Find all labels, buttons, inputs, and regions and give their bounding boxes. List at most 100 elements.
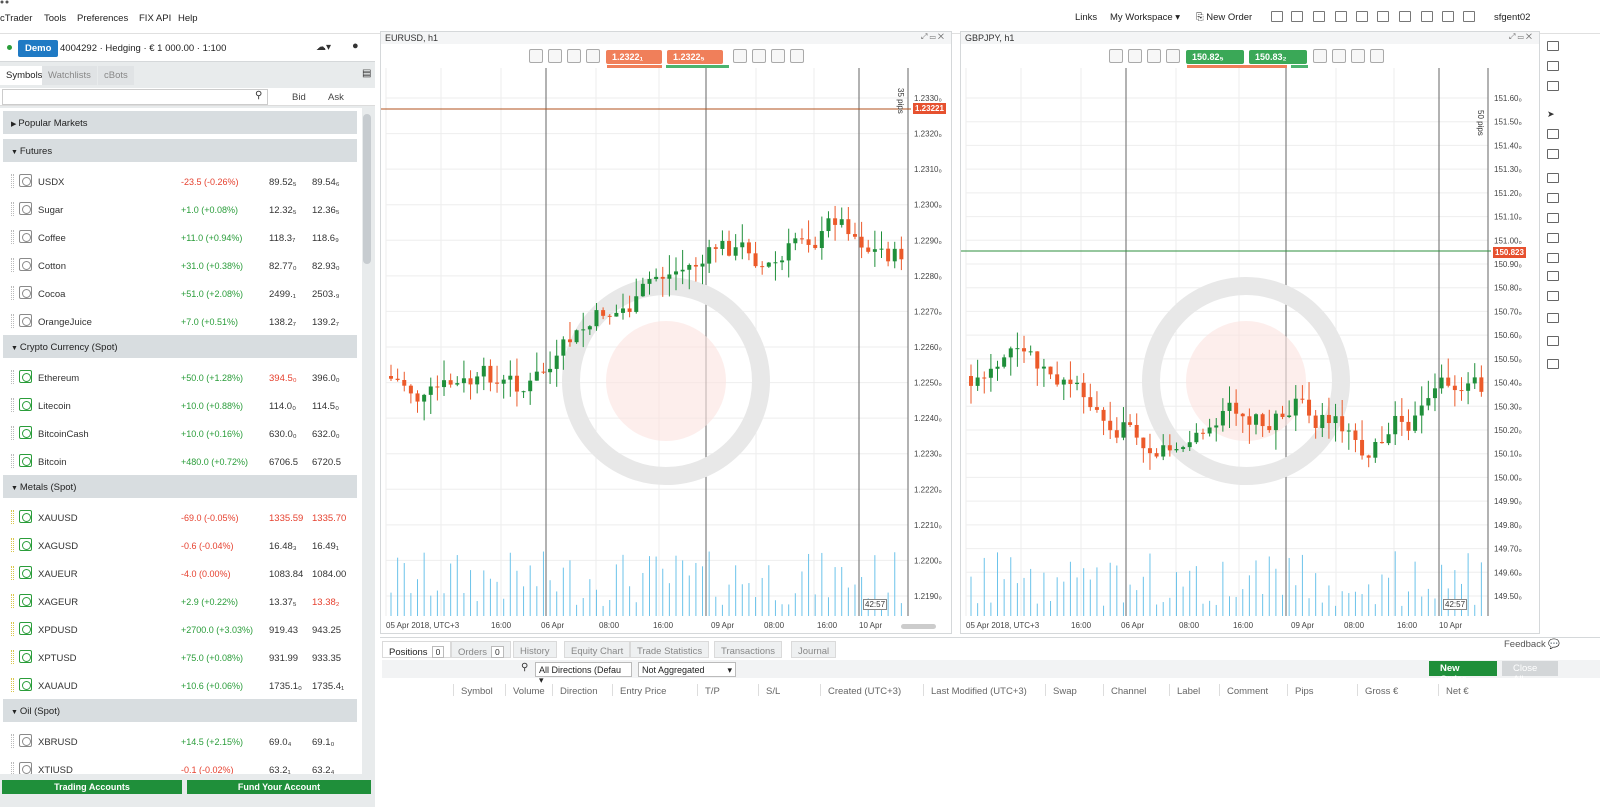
symbol-row[interactable]: XAUEUR -4.0 (0.00%) 1083.84 1084.00: [0, 559, 362, 587]
symbol-bid[interactable]: 2499.₁: [269, 289, 296, 300]
ctrader-icon[interactable]: [1370, 49, 1384, 63]
symbol-row[interactable]: XAUAUD +10.6 (+0.06%) 1735.1₀ 1735.4₁: [0, 671, 362, 699]
aggregation-select[interactable]: Not Aggregated ▾: [638, 662, 736, 677]
drag-handle-icon[interactable]: [11, 650, 14, 664]
tab-equity-chart[interactable]: Equity Chart: [564, 641, 631, 658]
new-order-menu[interactable]: ⎘ New Order: [1196, 12, 1252, 23]
window-controls[interactable]: ⤢ ▭ ✕: [1509, 32, 1533, 41]
sell-price-button[interactable]: 1.2322₁: [606, 50, 662, 64]
symbol-bid[interactable]: 13.37₅: [269, 597, 297, 608]
text-icon[interactable]: [1547, 291, 1559, 301]
menu-fix-api[interactable]: FIX API: [139, 13, 172, 24]
symbol-bid[interactable]: 630.0₀: [269, 429, 297, 440]
menu-preferences[interactable]: Preferences: [77, 13, 129, 24]
group-header[interactable]: ▼ Metals (Spot): [3, 475, 357, 498]
buy-price-button[interactable]: 150.83₂: [1249, 50, 1307, 64]
symbol-row[interactable]: XTIUSD -0.1 (-0.02%) 63.2₁ 63.2₄: [0, 755, 362, 774]
sell-price-button[interactable]: 150.82₅: [1186, 50, 1244, 64]
symbol-ask[interactable]: 933.35: [312, 653, 342, 664]
cursor-icon[interactable]: ➤: [1547, 109, 1555, 119]
zoom-icon[interactable]: [1109, 49, 1123, 63]
symbol-bid[interactable]: 394.5₀: [269, 373, 297, 384]
symbol-ask[interactable]: 1335.70: [312, 513, 347, 524]
user-icon[interactable]: ●: [352, 40, 359, 52]
symbol-row[interactable]: BitcoinCash +10.0 (+0.16%) 630.0₀ 632.0₀: [0, 419, 362, 447]
symbol-ask[interactable]: 632.0₀: [312, 429, 340, 440]
chart-hscroll[interactable]: [901, 624, 936, 629]
drag-handle-icon[interactable]: [11, 454, 14, 468]
sentiment-icon[interactable]: [771, 49, 785, 63]
bell-icon[interactable]: [1547, 359, 1559, 369]
symbol-ask[interactable]: 16.49₁: [312, 541, 339, 552]
column-header[interactable]: Label: [1177, 686, 1201, 697]
symbol-row[interactable]: Cotton +31.0 (+0.38%) 82.77₀ 82.93₀: [0, 251, 362, 279]
symbol-ask[interactable]: 89.54₆: [312, 177, 340, 188]
drag-handle-icon[interactable]: [11, 202, 14, 216]
column-header[interactable]: Comment: [1227, 686, 1269, 697]
symbol-ask[interactable]: 1735.4₁: [312, 681, 345, 692]
chart-type-icon[interactable]: [1128, 49, 1142, 63]
cloud-icon[interactable]: ☁▾: [316, 42, 332, 53]
symbol-bid[interactable]: 118.3₇: [269, 233, 296, 244]
fund-account-button[interactable]: Fund Your Account: [187, 780, 371, 794]
symbol-bid[interactable]: 931.99: [269, 653, 299, 664]
list-icon[interactable]: [733, 49, 747, 63]
chart-type-icon[interactable]: [548, 49, 562, 63]
tab-history[interactable]: History: [513, 641, 557, 658]
window-controls[interactable]: ⤢ ▭ ✕: [921, 32, 945, 41]
drag-handle-icon[interactable]: [11, 566, 14, 580]
ruler-icon[interactable]: [1547, 233, 1559, 243]
symbol-row[interactable]: XAUUSD -69.0 (-0.05%) 1335.59 1335.70: [0, 503, 362, 531]
drag-handle-icon[interactable]: [11, 286, 14, 300]
menu-ctrader[interactable]: cTrader: [0, 13, 33, 24]
close-all-button[interactable]: Close All: [1502, 661, 1558, 685]
drag-handle-icon[interactable]: [11, 314, 14, 328]
list-settings-icon[interactable]: ▤: [362, 68, 372, 79]
column-header[interactable]: Direction: [560, 686, 598, 697]
zoom-box-icon[interactable]: [1547, 149, 1559, 159]
group-header[interactable]: ▼ Crypto Currency (Spot): [3, 335, 357, 358]
symbol-ask[interactable]: 63.2₄: [312, 765, 335, 774]
fill-icon[interactable]: [1547, 313, 1559, 323]
pen-icon[interactable]: [1547, 193, 1559, 203]
group-header[interactable]: ▼ Oil (Spot): [3, 699, 357, 722]
drag-handle-icon[interactable]: [11, 258, 14, 272]
symbol-ask[interactable]: 114.5₀: [312, 401, 340, 412]
column-header[interactable]: Created (UTC+3): [828, 686, 902, 697]
panel-icon[interactable]: [1547, 61, 1559, 71]
symbol-ask[interactable]: 943.25: [312, 625, 342, 636]
settings-icon[interactable]: [1313, 11, 1325, 22]
account-bar[interactable]: Demo 4004292 · Hedging · € 1 000.00 · 1:…: [0, 34, 375, 62]
rectangle-icon[interactable]: [1547, 253, 1559, 263]
tab-journal[interactable]: Journal: [791, 641, 837, 658]
drag-handle-icon[interactable]: [11, 762, 14, 774]
drag-handle-icon[interactable]: [11, 370, 14, 384]
list-icon[interactable]: [1313, 49, 1327, 63]
drag-handle-icon[interactable]: [11, 678, 14, 692]
info-icon[interactable]: [752, 49, 766, 63]
symbol-bid[interactable]: 69.0₄: [269, 737, 292, 748]
symbol-row[interactable]: Sugar +1.0 (+0.08%) 12.32₅ 12.36₅: [0, 195, 362, 223]
symbol-ask[interactable]: 13.38₂: [312, 597, 340, 608]
symbol-ask[interactable]: 1084.00: [312, 569, 347, 580]
symbol-ask[interactable]: 82.93₀: [312, 261, 340, 272]
column-header[interactable]: Gross €: [1365, 686, 1399, 697]
print-icon[interactable]: [1377, 11, 1389, 22]
fullscreen-icon[interactable]: [1463, 11, 1475, 22]
column-header[interactable]: Symbol: [461, 686, 493, 697]
symbol-row[interactable]: OrangeJuice +7.0 (+0.51%) 138.2₇ 139.2₇: [0, 307, 362, 335]
question-icon[interactable]: [1291, 11, 1303, 22]
symbols-scrollbar[interactable]: [363, 114, 371, 264]
column-header[interactable]: Last Modified (UTC+3): [931, 686, 1027, 697]
ctrader-icon[interactable]: [790, 49, 804, 63]
layers-icon[interactable]: [1356, 11, 1368, 22]
symbol-bid[interactable]: 6706.5: [269, 457, 299, 468]
symbol-ask[interactable]: 396.0₀: [312, 373, 340, 384]
menu-help[interactable]: Help: [178, 13, 198, 24]
symbol-bid[interactable]: 1083.84: [269, 569, 304, 580]
tab-transactions[interactable]: Transactions: [714, 641, 783, 658]
camera-icon[interactable]: [1547, 336, 1559, 346]
drag-handle-icon[interactable]: [11, 174, 14, 188]
symbol-bid[interactable]: 1735.1₀: [269, 681, 302, 692]
new-order-button[interactable]: New Order: [1429, 661, 1497, 685]
